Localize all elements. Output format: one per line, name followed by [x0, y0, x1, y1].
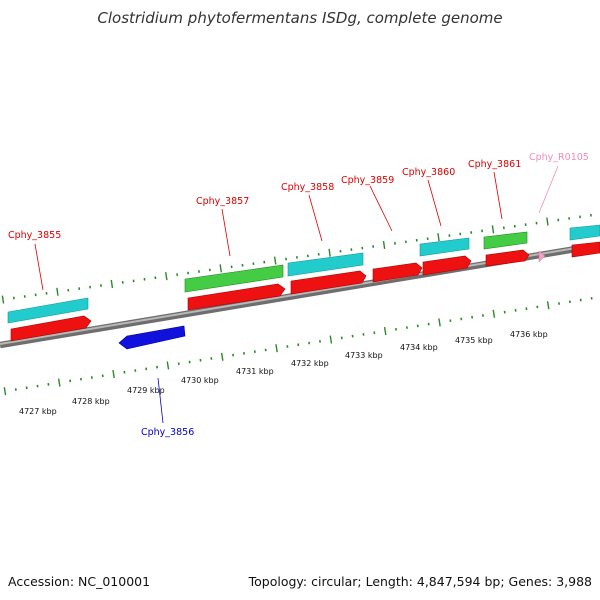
major-tick	[438, 318, 441, 327]
gene-label-cphy-r0105[interactable]: Cphy_R0105	[529, 152, 589, 163]
gene-blue-3856[interactable]	[118, 325, 186, 350]
major-tick	[275, 344, 278, 353]
gene-label-cphy-3857[interactable]: Cphy_3857	[196, 196, 249, 207]
scale-label: 4734 kbp	[400, 343, 438, 352]
scale-label: 4736 kbp	[510, 330, 548, 339]
major-tick	[383, 326, 387, 336]
major-tick	[328, 248, 331, 257]
scale-label: 4730 kbp	[181, 376, 219, 385]
gene-label-cphy-3858[interactable]: Cphy_3858	[281, 182, 334, 193]
scale-label: 4729 kbp	[127, 386, 165, 395]
gene-red-edge[interactable]	[571, 241, 600, 258]
gene-green-3857[interactable]	[184, 264, 284, 293]
major-tick	[166, 361, 170, 370]
gene-red-3861[interactable]	[485, 249, 530, 267]
genome-summary-text: Topology: circular; Length: 4,847,594 bp…	[248, 574, 592, 589]
major-tick	[437, 233, 440, 242]
outer-tick-ring	[1, 213, 592, 304]
major-tick	[273, 256, 277, 265]
major-tick	[3, 387, 7, 396]
major-tick	[219, 264, 223, 273]
gene-label-cphy-3856[interactable]: Cphy_3856	[141, 427, 194, 438]
scale-label: 4731 kbp	[236, 367, 274, 376]
major-tick	[56, 287, 59, 296]
gene-features	[7, 224, 600, 350]
scale-label: 4727 kbp	[19, 407, 57, 416]
major-tick	[220, 352, 224, 361]
scale-label: 4733 kbp	[345, 351, 383, 360]
gene-red-3858[interactable]	[290, 270, 367, 295]
gene-label-cphy-3861[interactable]: Cphy_3861	[468, 159, 521, 170]
scale-label: 4732 kbp	[291, 359, 329, 368]
major-tick	[492, 309, 496, 318]
label-leaders	[34, 165, 559, 424]
map-title: Clostridium phytofermentans ISDg, comple…	[97, 9, 502, 27]
gene-cyan-edge[interactable]	[569, 224, 600, 241]
major-tick	[546, 301, 550, 310]
gene-red-3860[interactable]	[422, 255, 472, 276]
major-tick	[1, 295, 5, 304]
gene-labels: Cphy_3855 Cphy_3856 Cphy_3857 Cphy_3858 …	[8, 152, 589, 438]
major-tick	[329, 335, 333, 344]
gene-cyan-3858[interactable]	[287, 252, 364, 277]
major-tick	[110, 279, 114, 289]
gene-green-3861[interactable]	[483, 231, 528, 250]
scale-label: 4728 kbp	[72, 397, 110, 406]
gene-cyan-3860[interactable]	[419, 237, 470, 257]
scale-tick-ring	[3, 296, 593, 396]
gene-red-3857[interactable]	[187, 283, 286, 311]
gene-red-3855[interactable]	[10, 315, 92, 342]
gene-red-3859[interactable]	[372, 262, 423, 283]
major-tick	[57, 378, 61, 387]
major-tick	[112, 369, 115, 379]
major-tick	[165, 272, 168, 281]
gene-label-cphy-3859[interactable]: Cphy_3859	[341, 175, 394, 186]
gene-rna-R0105[interactable]	[538, 250, 546, 263]
major-tick	[546, 217, 549, 226]
accession-text: Accession: NC_010001	[8, 574, 150, 589]
major-tick	[382, 240, 386, 250]
scale-label: 4735 kbp	[455, 336, 493, 345]
gene-cyan-3855[interactable]	[7, 297, 89, 324]
major-tick	[491, 225, 495, 234]
scale-labels: 4727 kbp 4728 kbp 4729 kbp 4730 kbp 4731…	[19, 330, 548, 416]
gene-label-cphy-3855[interactable]: Cphy_3855	[8, 230, 61, 241]
gene-label-cphy-3860[interactable]: Cphy_3860	[402, 167, 455, 178]
